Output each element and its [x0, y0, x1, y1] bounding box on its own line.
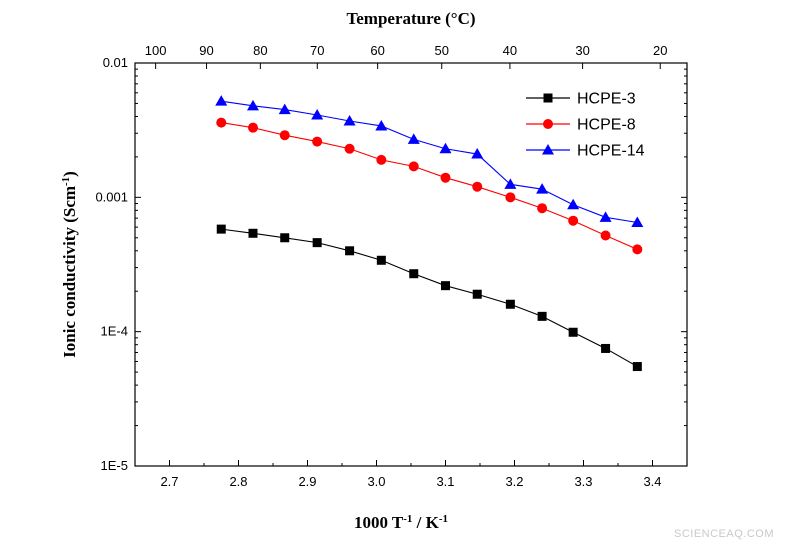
y-tick-label: 0.001	[95, 189, 128, 204]
x-axis-title: 1000 T-1 / K-1	[354, 513, 448, 532]
top-tick-label: 100	[145, 43, 167, 58]
data-point	[472, 181, 483, 192]
top-tick-label: 50	[434, 43, 448, 58]
y-tick-label: 0.01	[103, 55, 128, 70]
data-point	[343, 115, 356, 126]
y-tick-label: 1E-4	[101, 324, 128, 339]
series-line	[221, 122, 638, 250]
data-point	[599, 211, 612, 222]
top-tick-label: 90	[199, 43, 213, 58]
data-point	[632, 244, 643, 255]
data-point	[280, 233, 290, 243]
series-hcpe-14	[215, 95, 644, 227]
data-point	[216, 224, 226, 234]
data-point	[345, 246, 355, 256]
data-point	[505, 299, 515, 309]
x-tick-label: 3.0	[367, 474, 385, 489]
x-tick-label: 2.9	[298, 474, 316, 489]
data-point	[537, 203, 548, 214]
data-point	[440, 172, 451, 183]
top-axis-ticks: 100 90 80 70 60 50 40 30 20	[145, 43, 667, 69]
x-tick-label: 3.4	[643, 474, 661, 489]
data-point	[215, 95, 228, 106]
data-point	[568, 327, 578, 337]
top-tick-label: 40	[503, 43, 517, 58]
data-point	[409, 269, 419, 279]
legend-marker	[543, 93, 553, 103]
y-tick-label: 1E-5	[101, 458, 128, 473]
data-point	[376, 154, 387, 165]
data-point	[279, 130, 290, 141]
data-point	[600, 230, 611, 241]
series-hcpe-8	[216, 117, 643, 255]
watermark-text: SCIENCEAQ.COM	[673, 528, 774, 540]
data-point	[471, 148, 484, 159]
legend: HCPE-3 HCPE-8 HCPE-14	[526, 91, 645, 160]
data-point	[536, 183, 549, 194]
data-point	[216, 117, 227, 128]
data-point	[472, 289, 482, 299]
data-point	[376, 255, 386, 265]
legend-label: HCPE-14	[577, 143, 645, 160]
legend-marker	[542, 144, 554, 155]
top-tick-label: 20	[653, 43, 667, 58]
top-tick-label: 30	[575, 43, 589, 58]
series-line	[221, 228, 638, 368]
data-point	[311, 109, 324, 120]
bottom-axis-ticks: 2.7 2.8 2.9 3.0 3.1 3.2 3.3 3.4	[160, 460, 662, 489]
data-point	[375, 119, 388, 131]
legend-marker	[543, 119, 553, 129]
top-tick-label: 80	[253, 43, 267, 58]
data-point	[408, 161, 419, 172]
data-point	[631, 216, 644, 227]
data-point	[567, 198, 580, 210]
data-point	[441, 281, 450, 291]
data-point	[278, 103, 291, 115]
series-line	[221, 100, 638, 224]
data-point	[312, 136, 323, 147]
data-point	[247, 122, 258, 133]
plot-frame	[134, 62, 688, 467]
x-tick-label: 2.7	[160, 474, 178, 489]
y-axis-title: Ionic conductivity (Scm-1)	[60, 171, 79, 358]
data-point	[504, 178, 517, 189]
data-point	[246, 99, 259, 111]
series-hcpe-3	[216, 224, 642, 372]
data-point	[439, 142, 452, 154]
data-point	[601, 343, 611, 353]
left-axis-ticks: 1E-5 1E-4 0.001 0.01	[95, 55, 687, 473]
data-point	[312, 238, 322, 248]
series-layer	[215, 95, 644, 372]
data-point	[568, 215, 579, 226]
data-point	[505, 192, 516, 203]
legend-label: HCPE-3	[577, 91, 636, 108]
data-point	[632, 362, 642, 372]
data-point	[344, 143, 355, 154]
x-tick-label: 2.8	[229, 474, 247, 489]
legend-label: HCPE-8	[577, 117, 636, 134]
data-point	[248, 228, 258, 238]
data-point	[407, 133, 420, 144]
top-tick-label: 70	[310, 43, 324, 58]
x-tick-label: 3.1	[436, 474, 454, 489]
data-point	[537, 311, 547, 321]
top-tick-label: 60	[370, 43, 384, 58]
top-axis-title: Temperature (°C)	[346, 9, 475, 28]
x-tick-label: 3.3	[574, 474, 592, 489]
x-tick-label: 3.2	[505, 474, 523, 489]
